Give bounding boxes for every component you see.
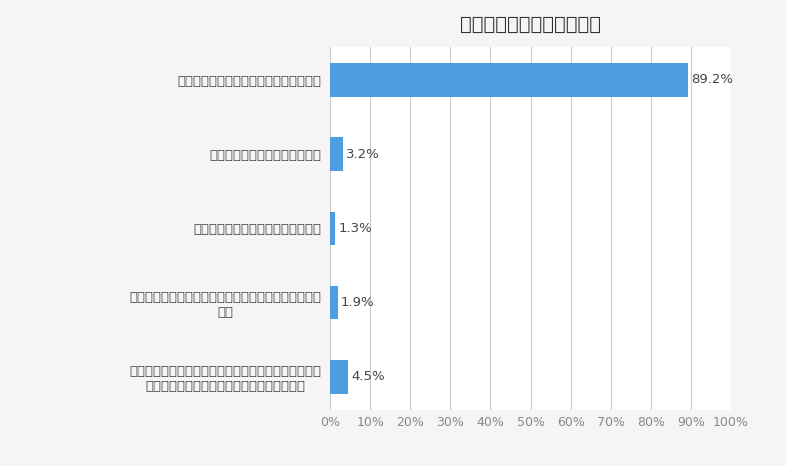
Bar — [330, 63, 688, 96]
Text: 1.9%: 1.9% — [341, 296, 375, 309]
Text: 3.2%: 3.2% — [346, 148, 380, 161]
Text: 89.2%: 89.2% — [691, 73, 733, 86]
Bar — [330, 360, 348, 394]
Bar — [330, 286, 338, 319]
Bar — [330, 137, 343, 171]
Title: 今後の就活をどう進めるか: 今後の就活をどう進めるか — [460, 15, 601, 34]
Text: 4.5%: 4.5% — [351, 370, 385, 384]
Bar — [330, 212, 336, 245]
Text: 1.3%: 1.3% — [339, 222, 373, 235]
